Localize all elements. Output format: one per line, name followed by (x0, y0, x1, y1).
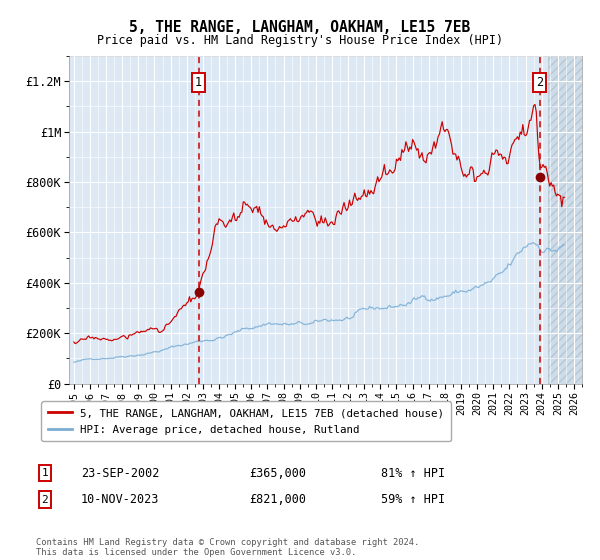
Text: 1: 1 (195, 76, 202, 89)
Text: 5, THE RANGE, LANGHAM, OAKHAM, LE15 7EB: 5, THE RANGE, LANGHAM, OAKHAM, LE15 7EB (130, 20, 470, 35)
Bar (548, 56, 598, 384)
Legend: 5, THE RANGE, LANGHAM, OAKHAM, LE15 7EB (detached house), HPI: Average price, de: 5, THE RANGE, LANGHAM, OAKHAM, LE15 7EB … (41, 402, 451, 441)
Text: 59% ↑ HPI: 59% ↑ HPI (381, 493, 445, 506)
Text: Price paid vs. HM Land Registry's House Price Index (HPI): Price paid vs. HM Land Registry's House … (97, 34, 503, 46)
Text: £821,000: £821,000 (249, 493, 306, 506)
Text: 81% ↑ HPI: 81% ↑ HPI (381, 466, 445, 480)
Text: 2: 2 (41, 494, 49, 505)
Text: 23-SEP-2002: 23-SEP-2002 (81, 466, 160, 480)
Text: 2: 2 (536, 76, 543, 89)
Text: £365,000: £365,000 (249, 466, 306, 480)
Bar (548, 56, 598, 384)
Text: Contains HM Land Registry data © Crown copyright and database right 2024.
This d: Contains HM Land Registry data © Crown c… (36, 538, 419, 557)
Text: 1: 1 (41, 468, 49, 478)
Text: 10-NOV-2023: 10-NOV-2023 (81, 493, 160, 506)
